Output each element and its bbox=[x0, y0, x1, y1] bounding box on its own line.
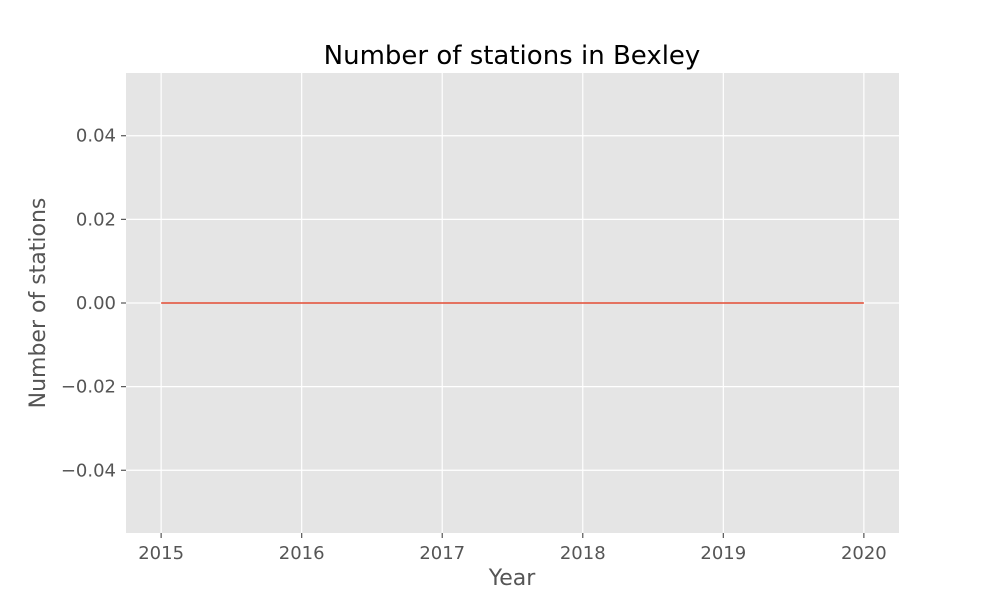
x-tick-label: 2015 bbox=[138, 543, 184, 564]
x-axis-label: Year bbox=[488, 566, 537, 591]
x-tick-label: 2019 bbox=[700, 543, 746, 564]
y-tick-label: 0.02 bbox=[76, 209, 116, 230]
chart-title: Number of stations in Bexley bbox=[324, 41, 701, 71]
x-tick-label: 2016 bbox=[279, 543, 325, 564]
y-tick-label: −0.02 bbox=[61, 377, 116, 398]
axis-ticks: 2015 2016 2017 2018 2019 2020 0.04 0.02 0.00 −0.0… bbox=[61, 126, 887, 564]
y-tick-label: 0.00 bbox=[76, 293, 116, 314]
y-tick-label: 0.04 bbox=[76, 126, 116, 147]
x-tick-label: 2020 bbox=[841, 543, 887, 564]
y-tick-label: −0.04 bbox=[61, 460, 116, 481]
x-tick-label: 2018 bbox=[560, 543, 606, 564]
x-tick-label: 2017 bbox=[419, 543, 465, 564]
y-axis-label: Number of stations bbox=[26, 198, 51, 409]
